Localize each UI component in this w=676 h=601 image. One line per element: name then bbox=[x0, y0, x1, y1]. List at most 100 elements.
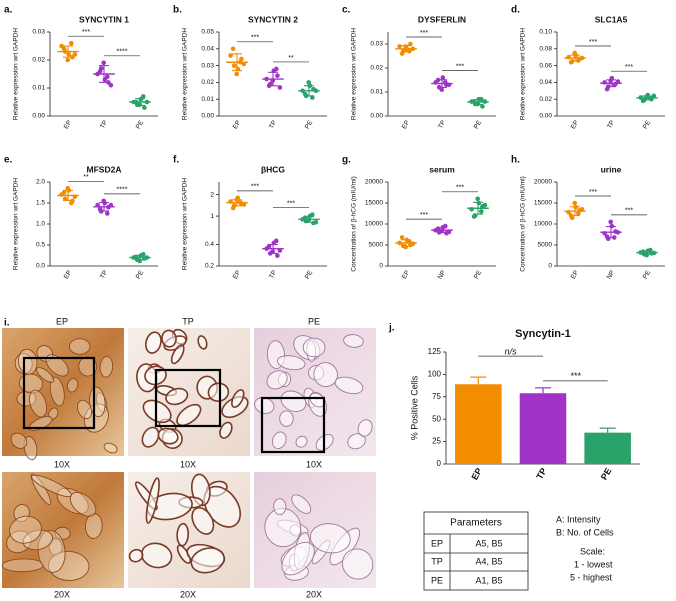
micrograph-image bbox=[2, 472, 124, 588]
data-point bbox=[410, 241, 416, 247]
sd-bar bbox=[570, 206, 580, 217]
y-tick-label: 5000 bbox=[538, 242, 553, 249]
tissue-villus bbox=[48, 550, 90, 581]
x-tick-label: EP bbox=[63, 269, 73, 280]
significance-label: *** bbox=[589, 39, 597, 46]
y-tick-label: 5000 bbox=[369, 242, 384, 249]
tissue-villus bbox=[170, 344, 185, 365]
tissue-villus bbox=[231, 389, 245, 408]
data-point bbox=[475, 196, 481, 202]
tissue-villus bbox=[295, 435, 308, 448]
tissue-villus bbox=[69, 338, 91, 355]
micrograph bbox=[128, 328, 250, 456]
y-axis-label: Concentration of β-hCG (mIU/ml) bbox=[351, 176, 358, 272]
y-tick-label: 0.03 bbox=[370, 41, 383, 48]
chart-title: SYNCYTIN 2 bbox=[248, 14, 298, 24]
tissue-villus bbox=[9, 515, 42, 544]
significance-label: *** bbox=[456, 185, 464, 192]
y-tick-label: 0.02 bbox=[370, 65, 383, 72]
tissue-villus bbox=[197, 335, 208, 350]
x-tick-label: PE bbox=[642, 269, 653, 281]
sd-bar bbox=[570, 54, 580, 62]
y-tick-label: 15000 bbox=[534, 200, 552, 207]
tissue-villus bbox=[176, 403, 202, 427]
tissue-villus bbox=[99, 355, 114, 378]
tissue-villus bbox=[66, 378, 79, 393]
y-tick-label: 0.10 bbox=[539, 29, 552, 36]
tissue-villus bbox=[190, 547, 225, 574]
tissue-villus bbox=[49, 376, 65, 407]
y-tick-label: 125 bbox=[428, 347, 442, 356]
zoom-frame bbox=[22, 356, 96, 430]
panel-label: c. bbox=[342, 5, 351, 16]
panel-label: j. bbox=[388, 323, 395, 334]
data-point bbox=[479, 209, 484, 214]
sd-bar bbox=[63, 189, 73, 202]
y-tick-label: 0.01 bbox=[370, 89, 383, 96]
chart-title: SLC1A5 bbox=[595, 14, 628, 24]
y-tick-label: 1.5 bbox=[36, 200, 45, 207]
data-point bbox=[651, 93, 657, 99]
data-point bbox=[66, 52, 72, 57]
tissue-villus bbox=[48, 538, 63, 556]
data-point bbox=[306, 80, 312, 85]
x-tick-label: PE bbox=[473, 269, 484, 281]
significance-label: **** bbox=[117, 49, 128, 56]
y-tick-label: 0.01 bbox=[32, 85, 45, 92]
data-point bbox=[648, 247, 653, 253]
x-tick-label: PE bbox=[304, 269, 315, 281]
data-point bbox=[602, 80, 607, 85]
y-tick-label: 2.0 bbox=[36, 179, 45, 186]
micrograph bbox=[128, 472, 250, 588]
sd-bar bbox=[437, 79, 447, 88]
significance-label: *** bbox=[251, 35, 259, 42]
significance-label: *** bbox=[570, 371, 581, 381]
significance-label: *** bbox=[420, 212, 428, 219]
y-tick-label: 1.0 bbox=[36, 221, 45, 228]
tissue-villus bbox=[13, 504, 30, 522]
note: 5 - highest bbox=[570, 572, 613, 582]
significance-label: *** bbox=[456, 63, 464, 70]
tissue-villus bbox=[266, 370, 288, 390]
y-tick-label: 0.00 bbox=[370, 113, 383, 120]
data-point bbox=[65, 57, 70, 63]
y-axis-label: Relative expression wrt GAPDH bbox=[13, 28, 20, 120]
tissue-villus bbox=[29, 389, 48, 418]
magnification-label: 20X bbox=[180, 589, 196, 599]
sd-bar bbox=[642, 250, 652, 255]
note: A: Intensity bbox=[556, 514, 601, 524]
data-point bbox=[471, 214, 477, 219]
tissue-villus bbox=[219, 421, 233, 439]
data-point bbox=[141, 94, 146, 99]
column-label: TP bbox=[182, 316, 194, 326]
tissue-villus bbox=[16, 390, 37, 407]
significance-label: *** bbox=[82, 29, 90, 36]
parameter-table: Parameters EP A5, B5 TP A4, B5 PE A1, B5 bbox=[423, 511, 529, 591]
x-tick-label: EP bbox=[232, 119, 242, 130]
bar bbox=[584, 432, 631, 464]
y-tick-label: 15000 bbox=[365, 200, 383, 207]
sd-bar bbox=[304, 216, 314, 223]
magnification-label: 20X bbox=[306, 589, 322, 599]
tissue-villus bbox=[161, 329, 177, 348]
data-point bbox=[97, 68, 103, 74]
column-label: EP bbox=[56, 316, 68, 326]
tissue-villus bbox=[157, 427, 179, 445]
tissue-villus bbox=[273, 498, 287, 516]
magnification-label: 20X bbox=[54, 589, 70, 599]
y-tick-label: 0.03 bbox=[32, 29, 45, 36]
error-bar bbox=[535, 387, 551, 394]
data-point bbox=[61, 46, 67, 52]
x-tick-label: PE bbox=[304, 119, 315, 131]
tissue-villus bbox=[279, 410, 294, 427]
y-tick-label: 20000 bbox=[365, 179, 383, 186]
data-point bbox=[230, 46, 236, 52]
error-bar bbox=[599, 427, 616, 433]
x-tick-label: EP bbox=[570, 119, 580, 130]
data-point bbox=[241, 202, 247, 207]
chart-title: βHCG bbox=[261, 164, 285, 174]
tissue-villus bbox=[343, 334, 364, 348]
x-tick-label: EP bbox=[63, 119, 73, 130]
y-tick-label: 10000 bbox=[534, 221, 552, 228]
data-point bbox=[572, 50, 577, 56]
